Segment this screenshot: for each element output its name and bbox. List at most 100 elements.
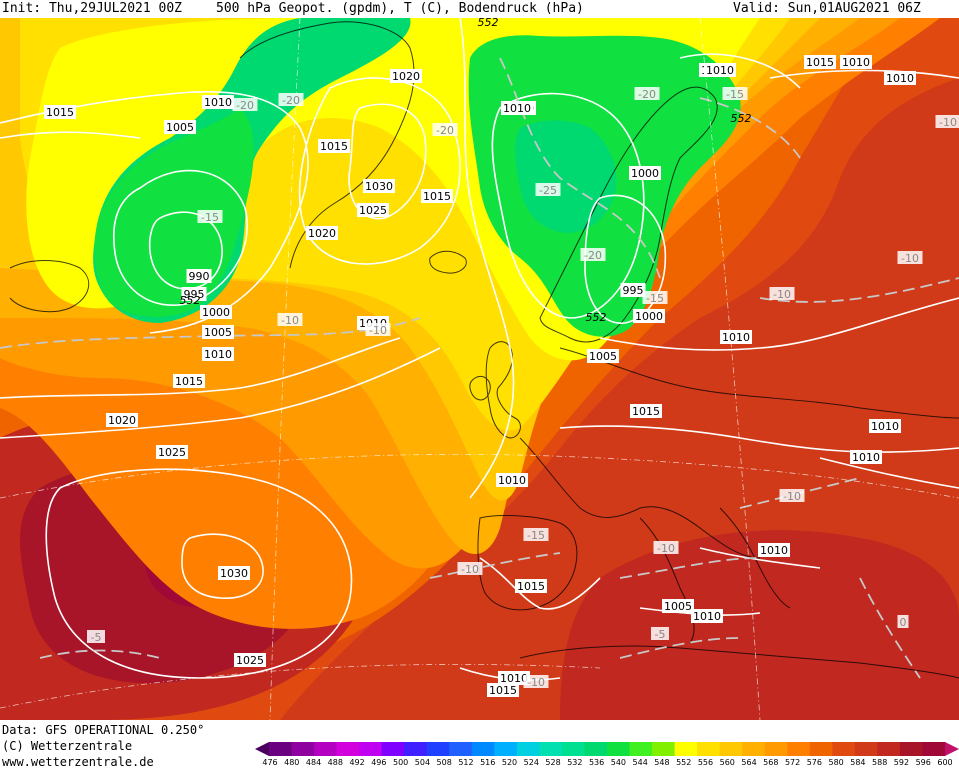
coastlines [9,21,959,679]
svg-text:1000: 1000 [631,167,659,180]
svg-text:-10: -10 [461,563,479,576]
colorbar-cell [652,742,676,756]
isobar-label: 1015 [804,55,836,69]
isobar-label: 1015 [630,404,662,418]
colorbar-cell [426,742,450,756]
colorbar-cell [449,742,473,756]
isobar-label: 1010 [869,419,901,433]
isobar-label: 1020 [306,226,338,240]
isobar-label: 1030 [218,566,250,580]
colorbar-cell [404,742,428,756]
isotherm-label: -20 [278,93,304,107]
colorbar-tick-label: 488 [327,758,343,767]
svg-text:-15: -15 [646,292,664,305]
field-544-east [515,120,617,233]
isotherm-label: -10 [277,313,303,327]
colorbar-tick-label: 568 [763,758,779,767]
colorbar-cell [471,742,495,756]
colorbar-tick-label: 588 [872,758,888,767]
svg-text:1005: 1005 [589,350,617,363]
website-url: www.wetterzentrale.de [2,755,154,769]
isobar-label: 1015 [421,189,453,203]
field-588-med [560,530,959,720]
svg-text:1015: 1015 [632,405,660,418]
isobar-label: 1015 [318,139,350,153]
isobar-label: 1010 [501,101,533,115]
svg-text:1020: 1020 [308,227,336,240]
svg-text:1010: 1010 [500,672,528,685]
colorbar-cell [516,742,540,756]
isotherm-label: -15 [523,528,549,542]
colorbar-cell [945,742,959,756]
isotherm-label: -10 [935,115,959,129]
svg-text:-20: -20 [436,124,454,137]
isobar-label: 1010 [840,55,872,69]
colorbar-tick-label: 492 [349,758,365,767]
isotherm-label: 0 [897,615,909,629]
isobar-label: 1025 [357,203,389,217]
isotherm-label: -10 [523,675,549,689]
svg-text:1010: 1010 [886,72,914,85]
colorbar-tick-label: 516 [480,758,496,767]
map-labels: 1015101010051020101510301025102010151010… [44,18,959,697]
svg-text:-10: -10 [657,542,675,555]
colorbar-cell [494,742,518,756]
colorbar-tick-label: 520 [501,758,518,767]
isotherm-label: -25 [535,183,561,197]
colorbar-cell [787,742,811,756]
isobar-label: 1005 [587,349,619,363]
colorbar-tick-label: 576 [806,758,822,767]
svg-text:-5: -5 [91,631,102,644]
colorbar-cell [674,742,698,756]
svg-text:-10: -10 [281,314,299,327]
svg-text:-10: -10 [939,116,957,129]
isotherm-label: -20 [634,87,660,101]
svg-text:1010: 1010 [852,451,880,464]
colorbar-tick-label: 556 [697,758,714,767]
isotherm-label: -10 [769,287,795,301]
colorbar-tick-label: 476 [262,758,278,767]
svg-text:1010: 1010 [760,544,788,557]
svg-text:1025: 1025 [158,446,186,459]
isobar-label: 1000 [633,309,665,323]
colorbar-cell [764,742,788,756]
height-contour-label: 552 [586,311,607,324]
isotherm-label: -20 [232,98,258,112]
colorbar-cell [336,742,360,756]
svg-text:-25: -25 [539,184,557,197]
svg-text:1020: 1020 [392,70,420,83]
isobar-label: 1010 [704,63,736,77]
isotherm-label: -15 [642,291,668,305]
svg-text:-5: -5 [655,628,666,641]
svg-text:1015: 1015 [517,580,545,593]
colorbar-tick-label: 508 [436,758,452,767]
svg-text:1030: 1030 [220,567,248,580]
svg-text:1000: 1000 [202,306,230,319]
svg-text:1010: 1010 [204,96,232,109]
isobar-label: 1020 [390,69,422,83]
svg-text:-10: -10 [901,252,919,265]
svg-text:1015: 1015 [806,56,834,69]
svg-text:-20: -20 [638,88,656,101]
colorbar-tick-label: 532 [567,758,583,767]
init-time: Init: Thu,29JUL2021 00Z [2,1,183,16]
svg-text:-20: -20 [236,99,254,112]
isotherm-label: -20 [432,123,458,137]
colorbar-tick-label: 480 [284,758,300,767]
isobar-label: 1010 [202,347,234,361]
colorbar-tick-label: 552 [676,758,692,767]
isobar-label: 1010 [202,95,234,109]
svg-text:1000: 1000 [635,310,663,323]
header-bar: Init: Thu,29JUL2021 00Z 500 hPa Geopot. … [0,0,959,18]
isobar-label: 1010 [498,671,530,685]
svg-text:1015: 1015 [489,684,517,697]
isobar-label: 1030 [363,179,395,193]
svg-text:1015: 1015 [46,106,74,119]
svg-text:1010: 1010 [498,474,526,487]
isotherm-label: -10 [365,323,391,337]
svg-text:1015: 1015 [423,190,451,203]
weather-map: 1015101010051020101510301025102010151010… [0,18,959,720]
colorbar-tick-label: 496 [371,758,387,767]
colorbar-tick-label: 540 [610,758,627,767]
colorbar-tick-label: 596 [915,758,931,767]
